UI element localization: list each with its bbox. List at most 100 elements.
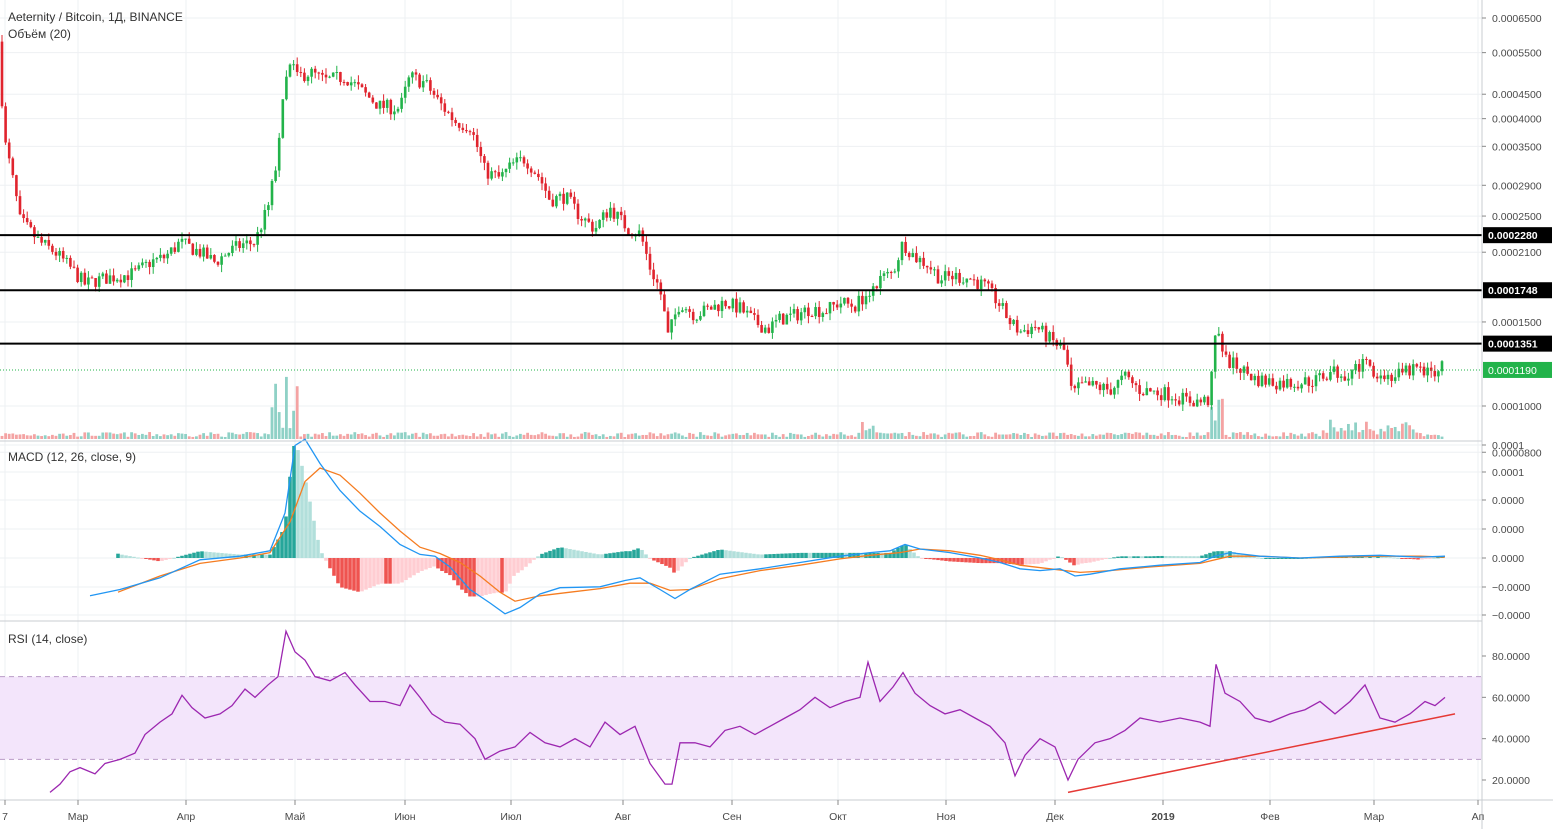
volume-bar <box>684 436 688 439</box>
macd-histogram-bar <box>340 558 344 588</box>
volume-bar <box>1235 432 1239 439</box>
candle-body <box>349 82 353 86</box>
volume-bar <box>299 436 303 439</box>
candle-body <box>1095 380 1098 385</box>
macd-histogram-bar <box>732 551 736 558</box>
volume-bar <box>1422 436 1426 439</box>
candle-body <box>1087 381 1091 386</box>
candle-body <box>1080 382 1084 384</box>
price-candles[interactable] <box>0 35 1444 412</box>
volume-bar <box>328 432 331 439</box>
volume-bar <box>835 434 839 439</box>
macd-histogram-bar <box>812 552 816 558</box>
macd-histogram-bar <box>820 552 824 558</box>
macd-histogram-bar <box>484 558 488 595</box>
volume-bar <box>465 435 468 439</box>
candle-body <box>1426 367 1429 376</box>
volume-bar <box>501 433 504 439</box>
level-label-bg <box>1483 282 1552 299</box>
volume-bar <box>983 434 987 439</box>
candle-body <box>133 268 137 270</box>
time-axis: 7 Мар Апр Май Июн Июл Авг Сен Окт Ноя Дек 2019 Фев Ма… <box>2 800 1484 823</box>
volume-bar <box>789 432 792 439</box>
volume-bar <box>353 432 357 439</box>
volume-bar <box>137 434 141 439</box>
volume-bar <box>807 435 810 439</box>
macd-histogram-bar <box>932 558 936 560</box>
volume-bar <box>79 436 83 439</box>
volume-bar <box>1167 432 1170 439</box>
macd-histogram-bar <box>320 553 324 558</box>
macd-histogram-bar <box>772 553 776 558</box>
volume-bar <box>1206 432 1210 439</box>
candle-body <box>781 313 785 325</box>
volume-bar <box>411 433 414 439</box>
candle-body <box>429 80 432 91</box>
volume-bar <box>760 434 763 439</box>
candle-body <box>69 257 72 267</box>
candle-body <box>688 309 691 312</box>
macd-histogram-bar <box>348 558 352 590</box>
macd-histogram-bar <box>1392 557 1396 559</box>
candle-body <box>97 276 101 287</box>
volume-bar <box>907 432 911 439</box>
volume-bar <box>1127 432 1131 439</box>
volume-bar <box>173 435 177 439</box>
candle-body <box>259 229 263 233</box>
macd-histogram-bar <box>704 553 708 558</box>
candle-body <box>144 261 148 263</box>
volume-bar <box>925 434 929 439</box>
candle-body <box>1397 368 1401 378</box>
volume-bar <box>965 436 969 439</box>
macd-histogram-bar <box>568 549 572 558</box>
macd-histogram-bar <box>1188 556 1192 558</box>
macd-histogram-bar <box>532 558 536 560</box>
candle-body <box>94 278 97 287</box>
candle-body <box>936 269 940 284</box>
candle-body <box>537 173 540 178</box>
macd-histogram-bar <box>1196 556 1200 558</box>
macd-histogram-bar <box>520 558 524 571</box>
volume-bar <box>1055 435 1059 439</box>
volume-bar <box>857 432 861 439</box>
macd-histogram-bar <box>628 551 632 558</box>
macd-histogram-bar <box>964 558 968 563</box>
volume-bar <box>753 432 756 439</box>
macd-histogram-bar <box>764 554 768 558</box>
time-label: Мар <box>68 811 89 823</box>
volume-bar <box>933 433 936 439</box>
candle-body <box>1073 385 1077 389</box>
volume-bar <box>1019 434 1023 439</box>
candle-body <box>454 120 457 124</box>
rsi-tick-label: 60.0000 <box>1492 692 1530 704</box>
candle-body <box>205 247 209 259</box>
macd-histogram-bar <box>924 558 928 559</box>
candle-body <box>1145 388 1149 396</box>
volume-bar <box>202 433 205 439</box>
volume-bar <box>1080 433 1084 439</box>
last-price-label: 0.0001190 <box>1488 365 1537 377</box>
candle-body <box>364 87 367 93</box>
macd-histogram-bar <box>1076 558 1080 565</box>
candle-body <box>594 227 598 232</box>
volume-bar <box>1336 431 1339 439</box>
candle-body <box>1300 384 1303 389</box>
candle-body <box>227 253 231 256</box>
candle-body <box>951 275 954 280</box>
volume-bar <box>15 434 18 439</box>
volume-bar <box>976 432 979 439</box>
candle-body <box>1141 393 1145 396</box>
macd-histogram-bar <box>852 552 856 558</box>
volume-bar <box>839 432 843 439</box>
horizontal-levels[interactable]: 0.0002280 0.0001748 0.0001351 0.0001190 <box>0 227 1552 378</box>
volume-bar <box>1275 436 1278 439</box>
macd-tick-label: −0.0000 <box>1492 610 1530 622</box>
macd-histogram-bar <box>1092 558 1096 562</box>
candle-body <box>511 162 515 164</box>
volume-bar <box>1059 433 1062 439</box>
volume-bar <box>1192 435 1195 439</box>
candle-body <box>457 123 461 128</box>
volume-bar <box>943 434 947 439</box>
macd-histogram-bar <box>444 558 448 574</box>
